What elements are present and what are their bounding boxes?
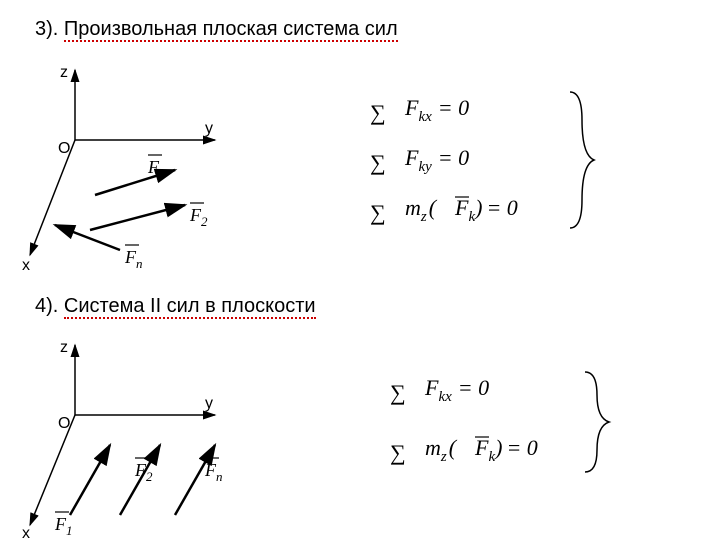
force4-f2 bbox=[120, 445, 160, 515]
eq4-2-inner: Fk)= 0 bbox=[474, 435, 538, 465]
x-label-4: x bbox=[22, 525, 30, 540]
y-label-4: y bbox=[205, 395, 213, 412]
section4-diagram: z y x O F1 F2 Fn bbox=[20, 330, 280, 540]
eq2-body: Fky= 0 bbox=[404, 145, 469, 175]
brace-icon-4 bbox=[585, 372, 609, 472]
sum4-2: ∑ bbox=[390, 440, 406, 465]
eq4-1-body: Fkx= 0 bbox=[424, 375, 489, 405]
brace-icon bbox=[570, 92, 594, 228]
section3-title-text: Произвольная плоская система сил bbox=[64, 18, 398, 42]
fn-label-4: Fn bbox=[204, 460, 223, 484]
f2-label: F2 bbox=[189, 205, 208, 229]
section4-num: 4). bbox=[35, 295, 64, 317]
origin-label-4: O bbox=[58, 415, 70, 432]
eq3-body: mz( bbox=[405, 195, 438, 225]
sum3: ∑ bbox=[370, 200, 386, 225]
eq4-2-body: mz( bbox=[425, 435, 458, 465]
eq3-inner: Fk)= 0 bbox=[454, 195, 518, 225]
origin-label: O bbox=[58, 140, 70, 157]
z-label: z bbox=[60, 64, 68, 81]
section4-title-text: Система II сил в плоскости bbox=[64, 295, 316, 319]
force-fn bbox=[55, 225, 120, 250]
y-label: y bbox=[205, 120, 213, 137]
section3-equations: ∑ Fkx= 0 ∑ Fky= 0 ∑ mz( Fk)= 0 bbox=[350, 80, 690, 250]
section3-num: 3). bbox=[35, 18, 64, 40]
force4-f1 bbox=[70, 445, 110, 515]
force-f2 bbox=[90, 205, 185, 230]
force4-fn bbox=[175, 445, 215, 515]
section4-heading: 4). Система II сил в плоскости bbox=[35, 295, 316, 318]
x-label: x bbox=[22, 257, 30, 274]
eq1-body: Fkx= 0 bbox=[404, 95, 469, 125]
section3-diagram: z y x O F1 F2 Fn bbox=[20, 55, 280, 275]
sum4-1: ∑ bbox=[390, 380, 406, 405]
section3-heading: 3). Произвольная плоская система сил bbox=[35, 18, 398, 41]
sum1: ∑ bbox=[370, 100, 386, 125]
sum2: ∑ bbox=[370, 150, 386, 175]
f1-label-4: F1 bbox=[54, 514, 73, 538]
section4-equations: ∑ Fkx= 0 ∑ mz( Fk)= 0 bbox=[370, 360, 710, 490]
fn-label: Fn bbox=[124, 247, 143, 271]
z-label-4: z bbox=[60, 339, 68, 356]
x-axis bbox=[30, 140, 75, 255]
